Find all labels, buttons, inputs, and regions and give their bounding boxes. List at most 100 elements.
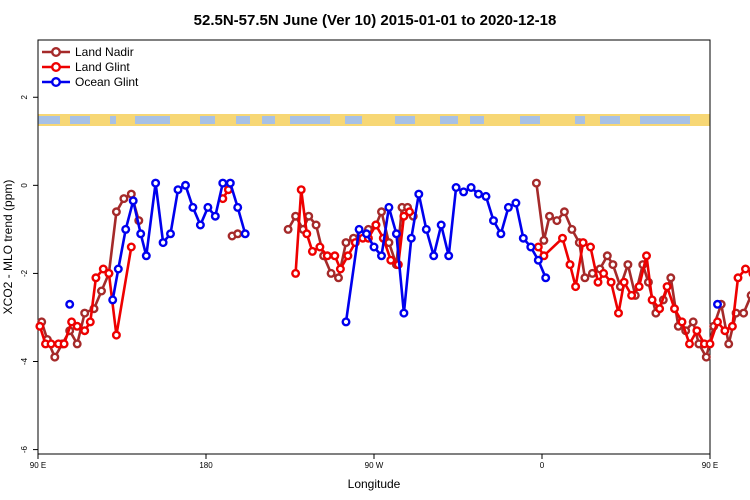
data-point	[335, 264, 345, 274]
data-point	[283, 224, 293, 234]
data-point	[80, 308, 90, 318]
data-point	[72, 321, 82, 331]
data-point	[599, 268, 609, 278]
data-point	[121, 224, 131, 234]
data-point	[739, 308, 749, 318]
ocean-segment	[575, 116, 585, 124]
data-point	[481, 191, 491, 201]
data-point	[210, 211, 220, 221]
data-point	[362, 229, 372, 239]
data-point	[126, 242, 136, 252]
ocean-segment	[470, 116, 484, 124]
data-point	[386, 255, 396, 265]
data-point	[602, 251, 612, 261]
ocean-segment	[236, 116, 250, 124]
data-point	[72, 339, 82, 349]
data-point	[334, 273, 344, 283]
data-point	[733, 273, 743, 283]
data-point	[128, 196, 138, 206]
data-point	[724, 339, 734, 349]
data-point	[444, 251, 454, 261]
data-point	[578, 238, 588, 248]
data-point	[35, 321, 45, 331]
data-point	[59, 339, 69, 349]
data-point	[614, 308, 624, 318]
data-point	[371, 220, 381, 230]
series-layer	[35, 178, 750, 362]
data-point	[451, 182, 461, 192]
data-point	[474, 189, 484, 199]
data-point	[746, 291, 750, 300]
y-tick-label: -4	[20, 357, 29, 365]
x-tick-label: 0	[540, 461, 545, 470]
data-point	[406, 233, 416, 243]
data-point	[539, 251, 549, 261]
data-point	[111, 207, 121, 217]
data-point	[307, 246, 317, 256]
data-point	[531, 178, 541, 188]
y-tick-label: -2	[20, 269, 29, 277]
data-point	[518, 233, 528, 243]
data-point	[580, 273, 590, 283]
data-point	[85, 317, 95, 327]
data-point	[552, 216, 562, 226]
data-point	[354, 224, 364, 234]
data-point	[188, 202, 198, 212]
ocean-segment	[70, 116, 90, 124]
data-point	[302, 229, 312, 239]
data-point	[158, 238, 168, 248]
y-tick-label: -6	[20, 445, 29, 453]
data-point	[296, 185, 306, 195]
data-point	[541, 273, 551, 283]
data-point	[341, 238, 351, 248]
data-point	[173, 185, 183, 195]
y-tick-label: 0	[20, 183, 29, 188]
series-land-glint	[35, 185, 750, 349]
data-point	[567, 224, 577, 234]
legend-label: Ocean Glint	[75, 75, 139, 89]
data-point	[670, 304, 680, 314]
data-point	[233, 229, 243, 239]
legend-swatch-marker	[51, 62, 62, 73]
data-point	[119, 194, 129, 204]
data-point	[291, 211, 301, 221]
data-point	[384, 202, 394, 212]
data-point	[623, 260, 633, 270]
data-point	[466, 182, 476, 192]
data-point	[315, 242, 325, 252]
data-point	[647, 295, 657, 305]
data-point	[180, 180, 190, 190]
data-point	[233, 202, 243, 212]
data-point	[136, 229, 146, 239]
data-point	[429, 251, 439, 261]
data-point	[322, 251, 332, 261]
data-point	[111, 330, 121, 340]
data-point	[104, 268, 114, 278]
data-point	[377, 207, 387, 217]
y-axis: 2 0 -2 -4 -6	[20, 94, 38, 453]
data-point	[727, 321, 737, 331]
data-point	[399, 308, 409, 318]
data-point	[533, 242, 543, 252]
data-point	[436, 220, 446, 230]
data-point	[304, 211, 314, 221]
data-point	[421, 224, 431, 234]
data-point	[459, 187, 469, 197]
data-point	[225, 178, 235, 188]
legend-swatch-marker	[51, 76, 62, 87]
data-point	[240, 229, 250, 239]
data-point	[91, 273, 101, 283]
data-point	[655, 304, 665, 314]
ocean-segment	[110, 116, 116, 124]
series-ocean-glint	[65, 178, 723, 327]
ocean-segment	[290, 116, 330, 124]
data-point	[533, 255, 543, 265]
data-point	[151, 178, 161, 188]
data-point	[634, 282, 644, 292]
ocean-segment	[38, 116, 60, 124]
data-point	[369, 242, 379, 252]
ocean-segment	[200, 116, 215, 124]
data-point	[203, 202, 213, 212]
